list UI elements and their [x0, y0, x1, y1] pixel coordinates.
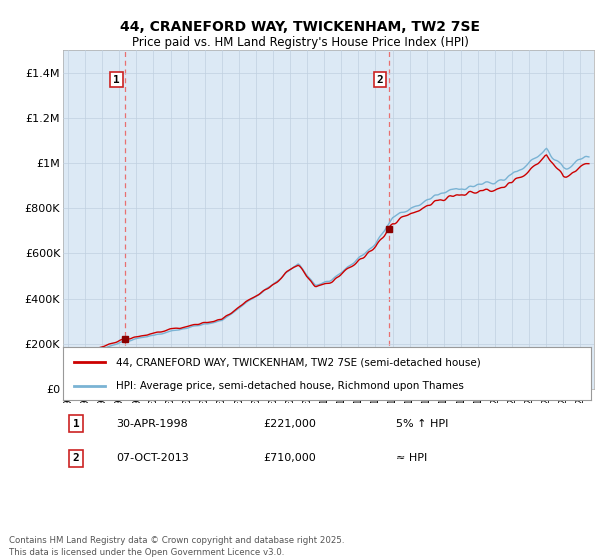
Text: 1: 1 — [73, 419, 80, 428]
Text: HPI: Average price, semi-detached house, Richmond upon Thames: HPI: Average price, semi-detached house,… — [116, 380, 464, 390]
Text: £710,000: £710,000 — [263, 454, 316, 463]
Text: 44, CRANEFORD WAY, TWICKENHAM, TW2 7SE: 44, CRANEFORD WAY, TWICKENHAM, TW2 7SE — [120, 20, 480, 34]
Text: 07-OCT-2013: 07-OCT-2013 — [116, 454, 188, 463]
Text: ≈ HPI: ≈ HPI — [395, 454, 427, 463]
Text: Price paid vs. HM Land Registry's House Price Index (HPI): Price paid vs. HM Land Registry's House … — [131, 36, 469, 49]
Text: 2: 2 — [377, 74, 383, 85]
Text: 1: 1 — [113, 74, 120, 85]
Text: £221,000: £221,000 — [263, 419, 317, 428]
Text: 5% ↑ HPI: 5% ↑ HPI — [395, 419, 448, 428]
Text: Contains HM Land Registry data © Crown copyright and database right 2025.
This d: Contains HM Land Registry data © Crown c… — [9, 536, 344, 557]
Text: 44, CRANEFORD WAY, TWICKENHAM, TW2 7SE (semi-detached house): 44, CRANEFORD WAY, TWICKENHAM, TW2 7SE (… — [116, 357, 481, 367]
Text: 2: 2 — [73, 454, 80, 463]
Text: 30-APR-1998: 30-APR-1998 — [116, 419, 188, 428]
